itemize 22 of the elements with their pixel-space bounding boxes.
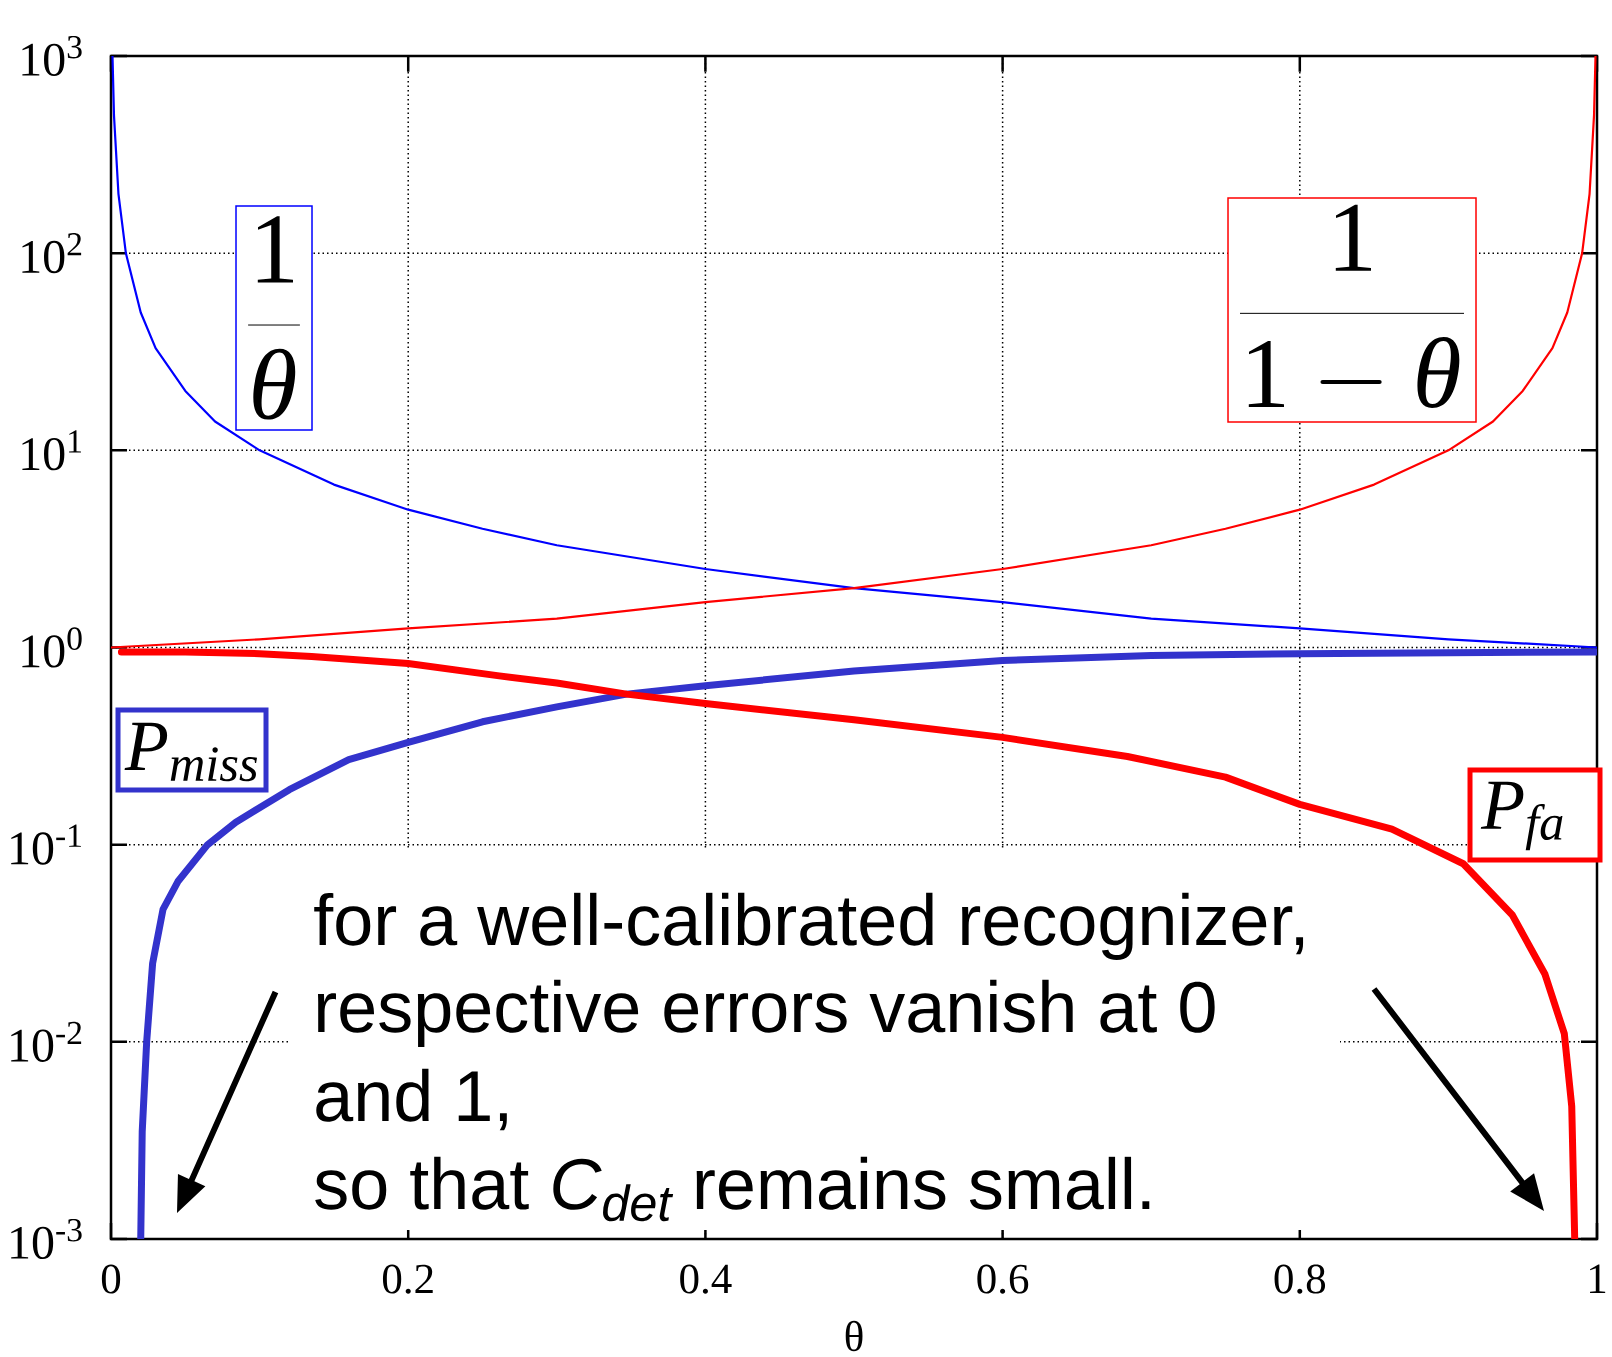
y-tick-label: 10$^{-2}$ xyxy=(11,1021,82,1062)
text: so that C$_{det}$ remains small. xyxy=(315,1156,1150,1222)
x-tick-label: 0.8 xyxy=(1274,1264,1326,1294)
annotation: respective errors vanish at 0 xyxy=(317,979,1215,1047)
annotation: and 1, xyxy=(316,1068,507,1131)
y-tick-label: 10$^{-3}$ xyxy=(11,1218,82,1260)
annotation: for a well-calibrated recognizer, xyxy=(314,892,1304,960)
x-axis-title: θ xyxy=(845,1320,863,1352)
x-tick-label: 0.2 xyxy=(382,1264,433,1294)
x-tick-label: 0.6 xyxy=(977,1264,1029,1294)
text: $\frac{1}{1-\theta}$ xyxy=(1240,204,1465,408)
series-label: $\frac{1}{\theta}$ xyxy=(248,216,300,420)
y-tick-label: 10$^{3}$ xyxy=(22,35,82,77)
x-tick-label: 1 xyxy=(1590,1264,1606,1293)
x-tick-label: 0.4 xyxy=(680,1264,732,1294)
y-tick-label: 10$^{-1}$ xyxy=(11,824,81,865)
y-tick-label: 10$^{2}$ xyxy=(22,233,82,274)
text: P$_{fa}$ xyxy=(1480,781,1563,851)
y-tick-label: 10$^{1}$ xyxy=(22,430,81,471)
text: P$_{miss}$ xyxy=(124,722,258,782)
y-tick-label: 10$^{0}$ xyxy=(22,627,82,668)
x-tick-label: 0 xyxy=(101,1264,121,1294)
